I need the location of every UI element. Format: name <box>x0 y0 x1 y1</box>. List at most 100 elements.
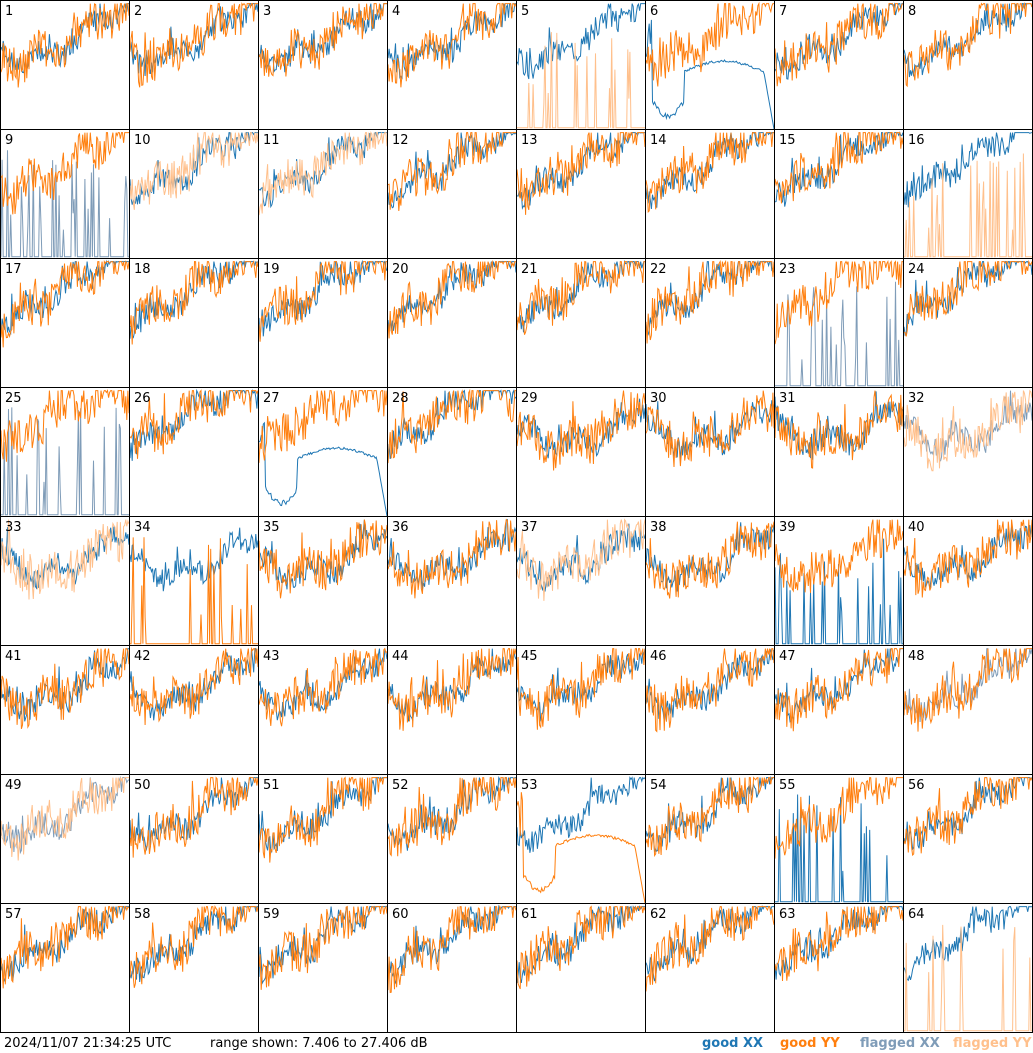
panel-1: 1 <box>1 2 129 88</box>
panel-number: 46 <box>650 649 667 664</box>
series-yy-good <box>646 1 774 87</box>
panel-number: 1 <box>5 4 13 19</box>
panel-30: 30 <box>646 390 774 468</box>
series-xx-good <box>904 777 1032 851</box>
panel-number: 56 <box>908 778 925 793</box>
series-yy-flagged <box>1 519 129 600</box>
panel-51: 51 <box>259 776 387 863</box>
panel-19: 19 <box>259 259 387 342</box>
series-yy-good <box>517 260 645 335</box>
series-yy-good <box>775 3 903 87</box>
series-yy-good <box>1 648 129 729</box>
series-yy-good <box>259 905 387 990</box>
panel-number: 24 <box>908 262 925 277</box>
series-xx-good <box>259 648 387 721</box>
panel-58: 58 <box>130 905 258 988</box>
panel-38: 38 <box>646 520 774 599</box>
legend-good-yy: good YY <box>780 1036 840 1051</box>
panel-number: 9 <box>5 133 13 148</box>
panel-number: 19 <box>263 262 280 277</box>
series-xx-flagged <box>1 775 129 855</box>
panel-10: 10 <box>130 132 258 210</box>
panel-35: 35 <box>259 519 387 599</box>
panel-number: 34 <box>134 520 151 535</box>
panel-number: 2 <box>134 4 142 19</box>
panel-61: 61 <box>517 905 645 990</box>
series-yy-good <box>904 777 1032 857</box>
panel-53: 53 <box>517 776 645 903</box>
series-xx-good <box>388 261 516 331</box>
panel-number: 5 <box>521 4 529 19</box>
panel-27: 27 <box>259 390 387 516</box>
panel-8: 8 <box>904 1 1032 88</box>
panel-number: 33 <box>5 520 22 535</box>
panel-number: 30 <box>650 391 667 406</box>
panel-number: 41 <box>5 649 22 664</box>
series-yy-good <box>775 906 903 982</box>
panel-number: 37 <box>521 520 538 535</box>
panel-13: 13 <box>517 132 645 215</box>
series-yy-flagged <box>1 777 129 861</box>
panel-number: 16 <box>908 133 925 148</box>
series-xx-good <box>130 388 258 461</box>
series-xx-good <box>130 527 258 592</box>
panel-29: 29 <box>517 390 645 471</box>
panel-number: 14 <box>650 133 667 148</box>
panel-5: 5 <box>517 2 645 129</box>
series-yy-good <box>646 776 774 858</box>
panel-17: 17 <box>1 259 129 348</box>
panel-number: 6 <box>650 4 658 19</box>
panel-number: 17 <box>5 262 22 277</box>
series-xx-good <box>517 2 645 80</box>
series-yy-good <box>517 390 645 471</box>
panel-22: 22 <box>646 259 774 344</box>
series-yy-good <box>130 646 258 726</box>
panel-number: 52 <box>392 778 409 793</box>
panel-39: 39 <box>775 519 903 645</box>
panel-23: 23 <box>775 260 903 387</box>
series-yy-good <box>259 390 387 463</box>
panel-15: 15 <box>775 131 903 207</box>
series-yy-good <box>259 519 387 599</box>
panel-number: 11 <box>263 133 280 148</box>
panel-number: 43 <box>263 649 280 664</box>
panel-31: 31 <box>775 390 903 469</box>
panel-21: 21 <box>517 259 645 335</box>
panel-57: 57 <box>1 906 129 989</box>
panel-12: 12 <box>388 131 516 212</box>
panel-47: 47 <box>775 648 903 732</box>
panel-63: 63 <box>775 906 903 982</box>
series-yy-flagged <box>259 131 387 216</box>
panel-52: 52 <box>388 775 516 857</box>
panel-49: 49 <box>1 775 129 861</box>
series-yy-good <box>130 905 258 988</box>
legend-good-xx: good XX <box>702 1036 764 1051</box>
series-yy-good <box>259 647 387 727</box>
panel-number: 54 <box>650 778 667 793</box>
panel-37: 37 <box>517 518 645 601</box>
series-yy-good <box>1 260 129 348</box>
panel-59: 59 <box>259 905 387 990</box>
panel-number: 38 <box>650 520 667 535</box>
series-yy-good <box>1 2 129 88</box>
panel-42: 42 <box>130 646 258 726</box>
series-yy-good <box>388 777 516 857</box>
series-yy-good <box>259 260 387 342</box>
series-yy-good <box>775 777 903 859</box>
panel-14: 14 <box>646 131 774 214</box>
panel-41: 41 <box>1 648 129 729</box>
panel-number: 26 <box>134 391 151 406</box>
panel-number: 15 <box>779 133 796 148</box>
series-xx-good <box>259 421 387 516</box>
series-yy-good <box>904 1 1032 88</box>
panel-36: 36 <box>388 518 516 599</box>
panel-number: 20 <box>392 262 409 277</box>
series-yy-good <box>646 906 774 992</box>
panel-number: 18 <box>134 262 151 277</box>
panel-18: 18 <box>130 259 258 345</box>
panel-11: 11 <box>259 131 387 216</box>
panel-33: 33 <box>1 519 129 600</box>
timestamp: 2024/11/07 21:34:25 UTC <box>4 1036 172 1051</box>
series-yy-good <box>1 132 129 215</box>
